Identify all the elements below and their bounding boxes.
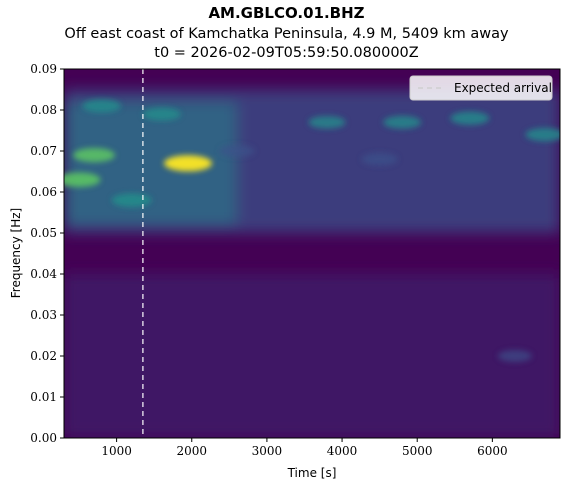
y-tick-label: 0.08: [30, 103, 57, 117]
y-tick-label: 0.00: [30, 431, 57, 445]
y-tick-label: 0.04: [30, 267, 57, 281]
y-axis: 0.00 0.01 0.02 0.03 0.04 0.05 0.06 0.07 0.08 0.09: [30, 62, 64, 445]
x-axis: 1000 2000 3000 4000 5000 6000: [101, 438, 508, 458]
x-tick-label: 1000: [101, 444, 132, 458]
hotspot-1: [73, 148, 116, 163]
x-tick-label: 5000: [402, 444, 433, 458]
hotspot-0: [164, 155, 212, 172]
hotspot-8: [450, 111, 490, 125]
x-tick-label: 4000: [327, 444, 358, 458]
hotspot-10: [361, 153, 398, 166]
hotspot-3: [111, 193, 152, 207]
y-tick-label: 0.01: [30, 390, 57, 404]
y-tick-label: 0.05: [30, 226, 57, 240]
plot-area: [64, 69, 560, 438]
x-tick-label: 3000: [252, 444, 283, 458]
hotspot-6: [308, 115, 346, 129]
legend-label: Expected arrival: [454, 81, 552, 95]
y-tick-label: 0.03: [30, 308, 57, 322]
event-subtitle: Off east coast of Kamchatka Peninsula, 4…: [64, 26, 509, 42]
x-tick-label: 2000: [176, 444, 207, 458]
legend: Expected arrival: [409, 75, 553, 101]
hotspot-7: [383, 115, 422, 129]
origin-time: t0 = 2026-02-09T05:59:50.080000Z: [154, 45, 419, 61]
hotspot-9: [525, 127, 560, 142]
hotspot-4: [82, 99, 122, 113]
y-tick-label: 0.06: [30, 185, 57, 199]
plot-frame: [63, 68, 561, 439]
hotspot-12: [497, 350, 532, 362]
station-title: AM.GBLCO.01.BHZ: [208, 4, 365, 22]
hotspot-2: [64, 172, 101, 187]
hotspot-11: [219, 144, 255, 158]
y-axis-label: Frequency [Hz]: [9, 208, 23, 299]
x-axis-label: Time [s]: [287, 466, 337, 480]
y-tick-label: 0.02: [30, 349, 57, 363]
y-tick-label: 0.09: [30, 62, 57, 76]
hotspot-5: [142, 107, 181, 121]
legend-box: [409, 75, 553, 101]
x-tick-label: 6000: [477, 444, 508, 458]
band-lower: [64, 274, 560, 438]
y-tick-label: 0.07: [30, 144, 57, 158]
heatmap-hotspots: [64, 99, 560, 362]
